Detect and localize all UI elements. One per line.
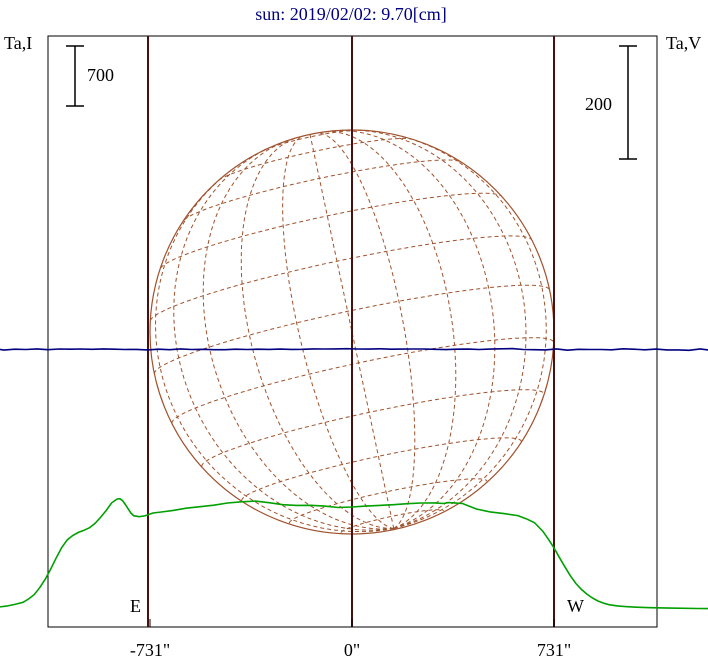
x-tick-label: 0"	[344, 640, 360, 660]
latitude-line	[171, 337, 555, 424]
longitude-line	[240, 137, 394, 529]
longitude-line	[332, 130, 496, 529]
ylabel-right: Ta,V	[666, 33, 701, 53]
latitude-line	[340, 509, 444, 533]
east-limb-label: E	[130, 596, 141, 616]
west-limb-label: W	[567, 596, 584, 616]
latitude-line	[160, 192, 502, 269]
latitude-line	[201, 389, 545, 467]
x-tick-label: 731"	[537, 640, 571, 660]
longitude-line	[325, 131, 457, 529]
longitude-line	[346, 129, 527, 529]
chart-title: sun: 2019/02/02: 9.70[cm]	[255, 4, 447, 24]
scale-bar-left-label: 700	[87, 65, 114, 85]
scale-bar-right-label: 200	[585, 94, 612, 114]
series-intensity-line	[0, 497, 708, 610]
ylabel-left: Ta,I	[4, 33, 32, 53]
latitude-line	[241, 437, 522, 501]
longitude-line	[282, 136, 394, 529]
x-tick-label: -731"	[130, 640, 170, 660]
longitude-line	[309, 134, 395, 529]
longitude-line	[390, 133, 547, 529]
longitude-line	[173, 144, 394, 531]
x-axis: -1461"-731"0"731"1461"	[130, 619, 571, 660]
scale-bar-right	[619, 45, 637, 160]
longitude-line	[318, 132, 416, 529]
scale-bar-left	[66, 45, 84, 107]
solar-disk-grid	[149, 129, 555, 535]
series-stokes-v-line	[0, 347, 708, 352]
latitude-line	[264, 129, 358, 151]
longitude-line	[202, 139, 394, 530]
